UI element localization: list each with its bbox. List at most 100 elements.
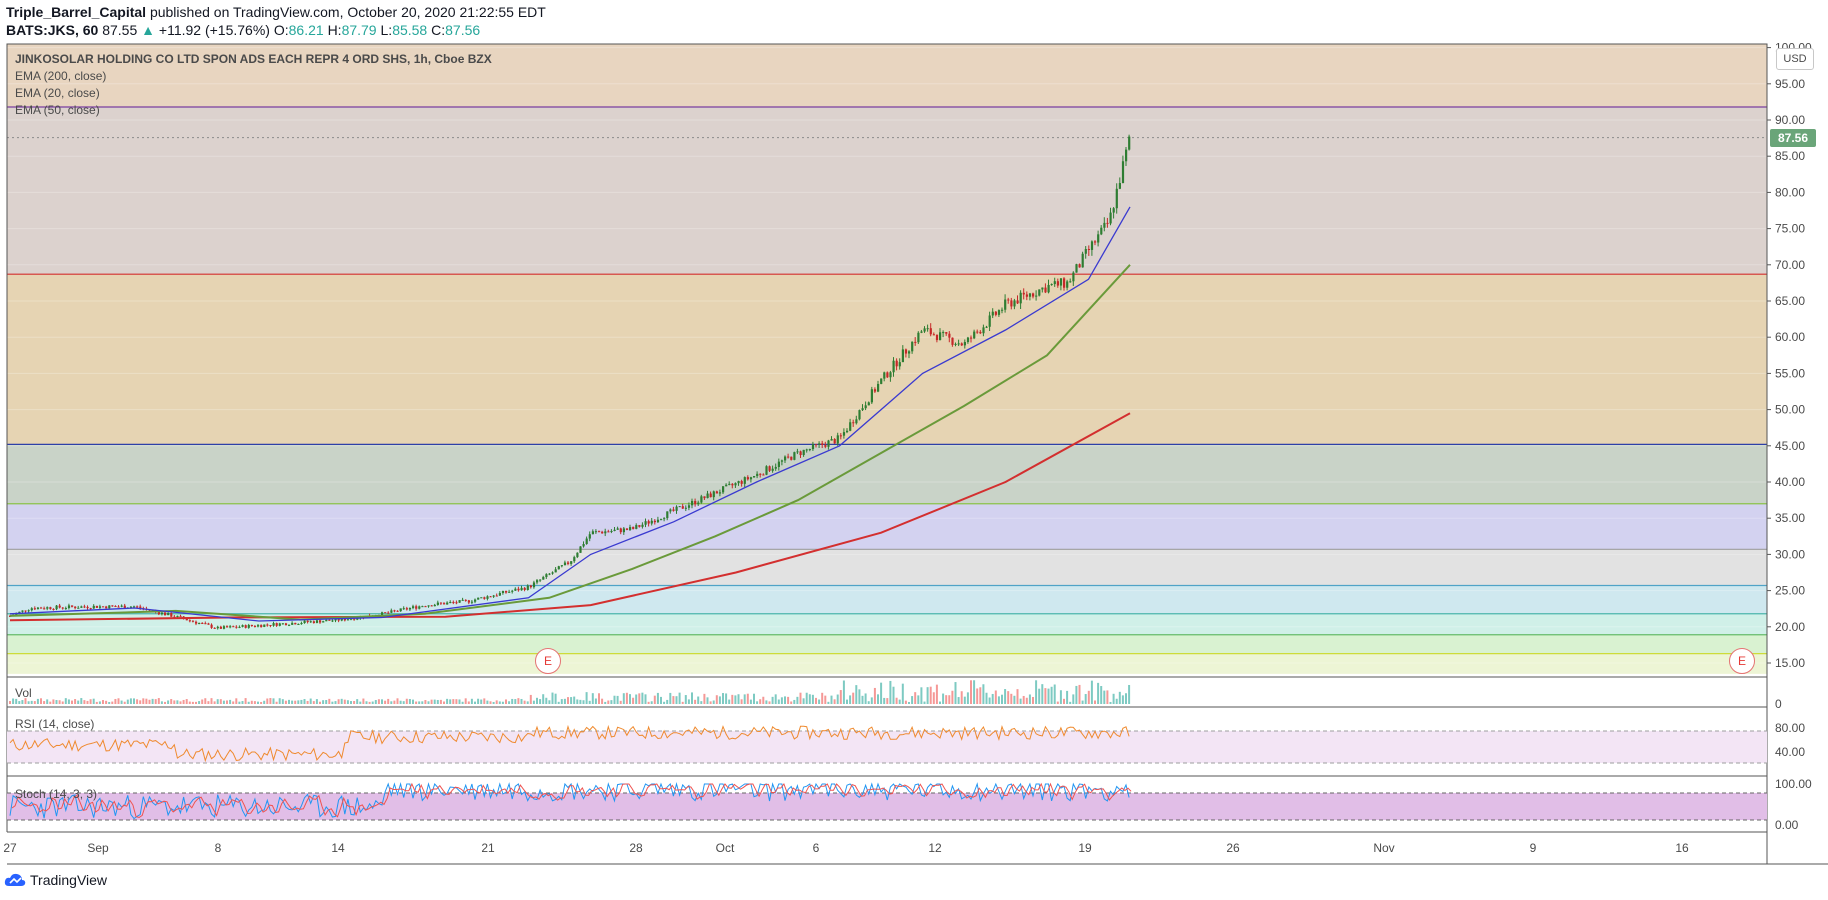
- volume-bar: [114, 698, 117, 704]
- candle-body: [1109, 212, 1112, 224]
- ema-50-label[interactable]: EMA (50, close): [15, 103, 100, 117]
- volume-bar: [120, 700, 123, 704]
- candle-body: [306, 620, 309, 623]
- currency-button[interactable]: USD: [1776, 48, 1814, 70]
- x-tick-label: 9: [1530, 841, 1537, 855]
- candle-body: [610, 531, 613, 533]
- volume-bar: [15, 698, 18, 704]
- publisher-name[interactable]: Triple_Barrel_Capital: [6, 4, 147, 20]
- volume-bar: [145, 698, 148, 704]
- ema-20-label[interactable]: EMA (20, close): [15, 86, 100, 100]
- volume-bar: [433, 699, 436, 704]
- candle-body: [213, 627, 216, 629]
- candle-body: [579, 546, 582, 553]
- candle-body: [653, 520, 656, 523]
- volume-bar: [405, 698, 408, 704]
- volume-bar: [901, 683, 904, 704]
- volume-bar: [238, 701, 241, 704]
- volume-bar: [985, 692, 988, 704]
- candle-body: [1100, 227, 1103, 235]
- candle-body: [191, 620, 195, 622]
- candle-body: [288, 624, 291, 626]
- volume-bar: [1001, 694, 1003, 704]
- volume-bar: [824, 695, 827, 704]
- volume-bar: [486, 700, 489, 704]
- volume-bar: [886, 698, 889, 704]
- footer-brand[interactable]: TradingView: [30, 872, 108, 888]
- change-text: +11.92 (+15.76%): [158, 22, 270, 38]
- publish-info: Triple_Barrel_Capital published on Tradi…: [6, 4, 546, 20]
- candle-body: [505, 590, 508, 593]
- stoch-pane-label[interactable]: Stoch (14, 3, 3): [15, 787, 98, 801]
- volume-bar: [904, 700, 907, 704]
- candle-body: [942, 332, 945, 334]
- volume-bar: [278, 698, 281, 704]
- candle-body: [759, 473, 762, 475]
- candle-body: [604, 531, 607, 534]
- volume-bar: [424, 700, 427, 704]
- volume-bar: [92, 698, 95, 704]
- candle-body: [954, 343, 957, 345]
- volume-pane-label[interactable]: Vol: [15, 686, 32, 700]
- volume-bar: [157, 698, 160, 704]
- ema-200-label[interactable]: EMA (200, close): [15, 69, 107, 83]
- candle-body: [297, 623, 300, 625]
- volume-bar: [18, 701, 21, 704]
- candle-body: [455, 602, 458, 604]
- candle-body: [418, 606, 421, 609]
- volume-bar: [740, 699, 743, 704]
- volume-bar: [46, 699, 49, 704]
- rsi-pane-label[interactable]: RSI (14, close): [15, 717, 95, 731]
- volume-bar: [21, 700, 24, 704]
- volume-bar: [511, 698, 514, 704]
- volume-bar: [151, 698, 154, 704]
- volume-bar: [870, 697, 873, 704]
- volume-bar: [687, 699, 690, 704]
- earnings-marker[interactable]: E: [535, 648, 561, 674]
- x-tick-label: 12: [928, 841, 942, 855]
- high-label: H:: [327, 22, 342, 38]
- candle-body: [71, 605, 74, 607]
- volume-bar: [1081, 700, 1084, 704]
- candle-body: [46, 607, 49, 609]
- volume-bar: [616, 695, 619, 704]
- volume-bar: [334, 701, 337, 704]
- volume-bar: [771, 696, 774, 704]
- volume-bar: [461, 701, 464, 704]
- stoch-d-line: [11, 782, 1132, 819]
- volume-bar: [632, 697, 635, 704]
- candle-body: [762, 474, 765, 476]
- volume-bar: [1032, 696, 1034, 704]
- volume-bar: [749, 699, 752, 704]
- volume-bar: [421, 701, 424, 704]
- volume-bar: [393, 700, 396, 704]
- volume-bar: [52, 699, 55, 704]
- earnings-marker[interactable]: E: [1729, 648, 1755, 674]
- candle-body: [678, 506, 681, 508]
- volume-bar: [216, 699, 219, 704]
- volume-bar: [27, 701, 30, 704]
- volume-bar: [802, 698, 805, 704]
- volume-bar: [970, 680, 972, 704]
- candle-body: [1007, 299, 1010, 301]
- volume-bar: [1128, 684, 1131, 704]
- candle-body: [278, 623, 281, 626]
- volume-bar: [74, 699, 77, 704]
- volume-bar: [607, 700, 610, 704]
- candle-body: [901, 349, 904, 363]
- candle-body: [384, 612, 387, 614]
- candle-body: [489, 596, 492, 598]
- candle-body: [408, 607, 412, 610]
- candle-body: [644, 521, 647, 525]
- candle-body: [669, 509, 672, 512]
- volume-bar: [873, 687, 876, 704]
- candle-body: [951, 337, 954, 345]
- volume-bar: [808, 694, 811, 704]
- stoch-y-tick-label: 100.00: [1775, 777, 1812, 791]
- volume-bar: [129, 698, 132, 704]
- volume-bar: [281, 699, 284, 704]
- volume-bar: [480, 699, 483, 704]
- candle-body: [532, 582, 536, 588]
- candle-body: [833, 439, 836, 444]
